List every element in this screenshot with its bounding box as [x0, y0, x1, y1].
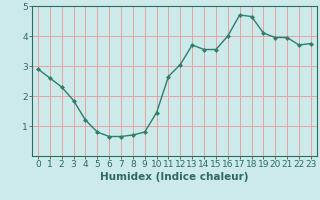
X-axis label: Humidex (Indice chaleur): Humidex (Indice chaleur) [100, 172, 249, 182]
